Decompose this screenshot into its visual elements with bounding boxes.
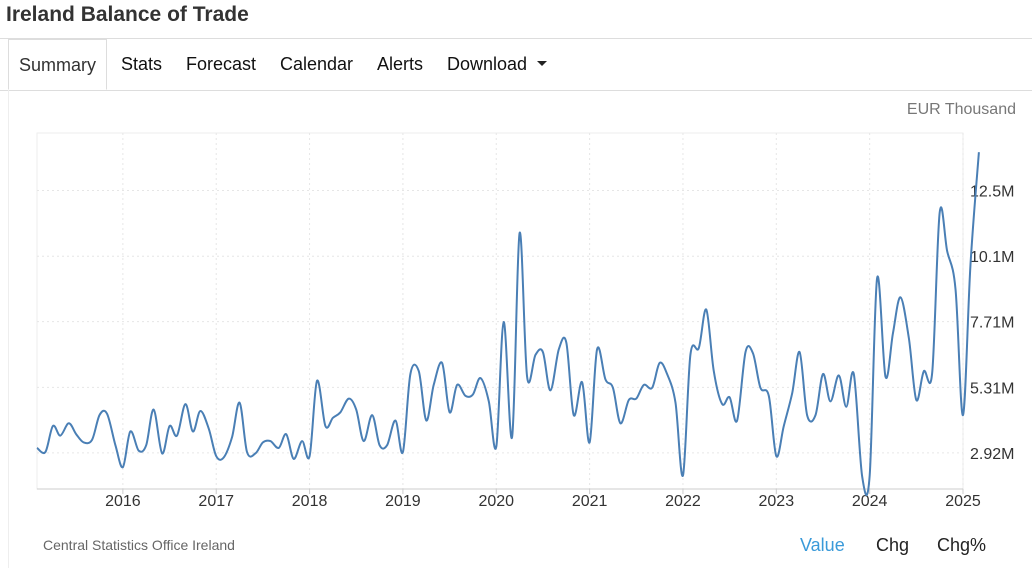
x-tick-label: 2025 <box>945 493 981 510</box>
value-button[interactable]: Value <box>800 535 845 555</box>
x-tick-label: 2017 <box>198 493 234 510</box>
x-tick-label: 2022 <box>665 493 701 510</box>
chg-pct-button[interactable]: Chg% <box>937 535 987 555</box>
y-tick-label: 5.31M <box>970 380 1014 397</box>
x-tick-label: 2023 <box>759 493 795 510</box>
panel-left-border <box>8 90 9 568</box>
tab-calendar[interactable]: Calendar <box>280 54 354 74</box>
tab-download[interactable]: Download <box>447 39 548 90</box>
page-title: Ireland Balance of Trade <box>6 3 249 26</box>
series-line <box>36 152 980 497</box>
unit-label: EUR Thousand <box>906 101 1016 118</box>
x-tick-label: 2024 <box>852 493 888 510</box>
caret-down-icon <box>537 60 548 66</box>
tab-bar: Summary Stats Forecast Calendar Alerts D… <box>0 39 1032 91</box>
title-bar: Ireland Balance of Trade <box>0 0 1032 39</box>
source-label: Central Statistics Office Ireland <box>43 537 235 553</box>
tab-alerts[interactable]: Alerts <box>377 54 424 74</box>
x-tick-label: 2016 <box>105 493 141 510</box>
x-tick-label: 2021 <box>572 493 608 510</box>
tab-download-label: Download <box>447 54 528 74</box>
x-tick-label: 2019 <box>385 493 421 510</box>
y-tick-label: 7.71M <box>970 315 1014 332</box>
tab-stats[interactable]: Stats <box>121 54 163 74</box>
y-tick-label: 12.5M <box>970 184 1014 201</box>
tab-forecast[interactable]: Forecast <box>186 54 257 74</box>
tab-summary[interactable]: Summary <box>8 39 108 90</box>
x-tick-label: 2018 <box>292 493 328 510</box>
y-tick-label: 10.1M <box>970 249 1014 266</box>
y-tick-label: 2.92M <box>970 446 1014 463</box>
chg-button[interactable]: Chg <box>876 535 910 555</box>
x-tick-label: 2020 <box>478 493 514 510</box>
